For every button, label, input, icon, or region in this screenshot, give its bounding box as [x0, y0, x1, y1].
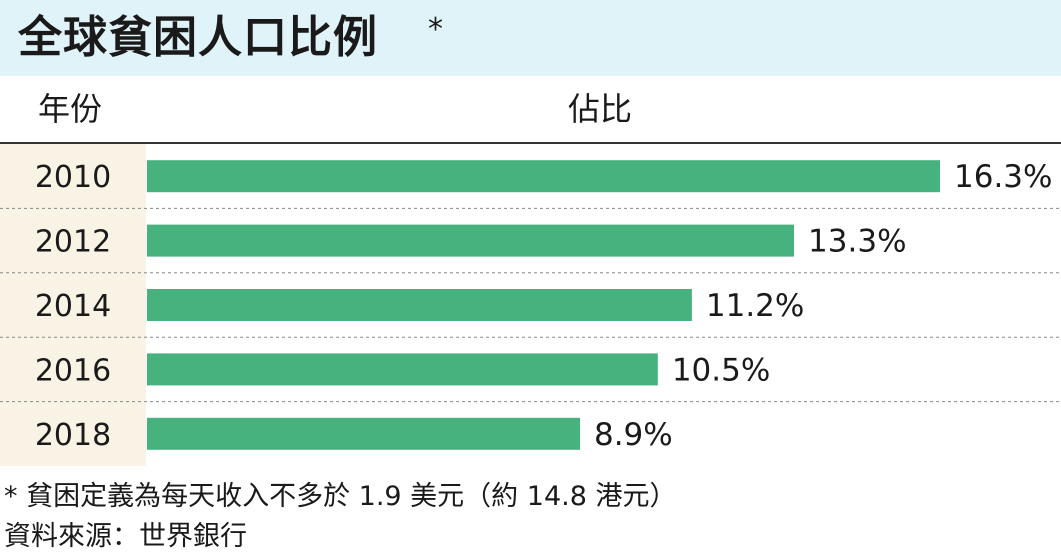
year-label: 2010: [35, 160, 111, 195]
share-column-header: 佔比: [568, 90, 633, 128]
title-footnote-mark: *: [428, 12, 443, 47]
bar-2012: [147, 224, 795, 257]
year-column-background: [0, 144, 146, 466]
year-column-header: 年份: [38, 90, 103, 128]
chart-area: 2010 16.3% 2012 13.3% 2014 11.2% 2016 10.5% 2018…: [0, 144, 1061, 466]
value-label: 10.5%: [672, 352, 770, 388]
chart-title: 全球貧困人口比例: [18, 12, 378, 63]
year-label: 2014: [35, 289, 111, 324]
year-label: 2012: [35, 225, 111, 260]
source-note: 資料來源：世界銀行: [4, 521, 247, 552]
year-label: 2018: [35, 418, 111, 453]
bar-2016: [147, 353, 658, 386]
footnote: * 貧困定義為每天收入不多於 1.9 美元（約 14.8 港元）: [4, 481, 677, 512]
table-header: 年份 佔比: [0, 76, 1061, 144]
value-label: 16.3%: [954, 159, 1052, 195]
bar-2014: [147, 289, 692, 321]
bar-chart: 2010 16.3% 2012 13.3% 2014 11.2% 2016 10.5% 2018…: [0, 159, 1061, 453]
value-label: 8.9%: [594, 417, 673, 453]
bar-2010: [147, 160, 940, 193]
value-label: 13.3%: [808, 224, 906, 260]
bar-2018: [147, 417, 580, 450]
value-label: 11.2%: [706, 288, 804, 324]
year-label: 2016: [35, 353, 111, 388]
title-bar: 全球貧困人口比例 *: [0, 0, 1061, 76]
